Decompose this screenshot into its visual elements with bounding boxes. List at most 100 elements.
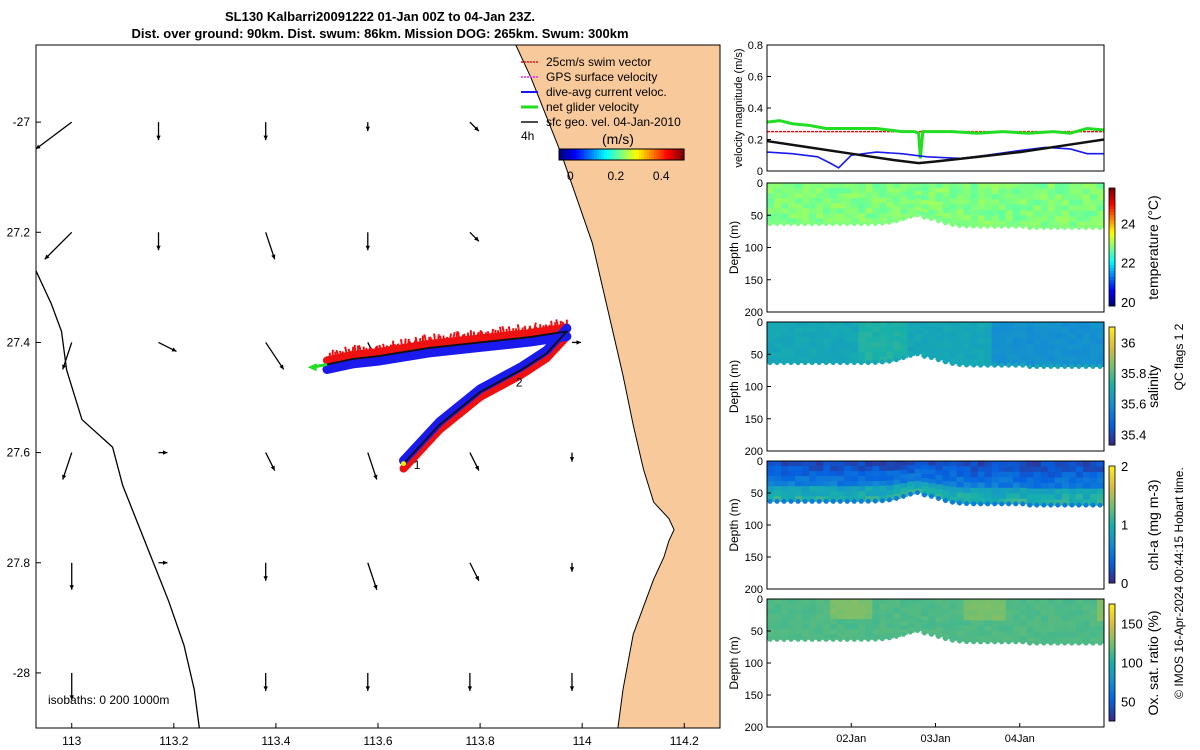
colorbar-segment <box>1109 568 1115 572</box>
swim-vector <box>429 336 433 342</box>
map-x-tick-label: 114.2 <box>670 734 699 748</box>
colorbar-segment <box>1109 371 1115 375</box>
profile-cell <box>1026 216 1035 223</box>
swim-vector <box>473 402 477 406</box>
colorbar-segment <box>1109 642 1115 646</box>
profile-edge-dot <box>893 218 899 224</box>
profile-cell <box>942 608 951 615</box>
profile-cell <box>921 326 929 332</box>
depth-tick-label: 200 <box>745 722 763 734</box>
profile-cell <box>1026 637 1035 644</box>
profile-cell <box>886 351 894 357</box>
profile-cell <box>781 486 789 492</box>
profile-cell <box>914 190 922 196</box>
profile-cell <box>907 611 915 617</box>
profile-cell <box>858 347 866 353</box>
profile-cell <box>1054 221 1063 229</box>
profile-cell <box>781 614 789 620</box>
profile-edge-dot <box>774 498 780 504</box>
profile-cell <box>956 332 965 339</box>
profile-cell <box>1082 221 1091 229</box>
colorbar-segment <box>1109 571 1115 575</box>
colorbar-segment <box>631 149 635 160</box>
profile-cell <box>809 337 817 343</box>
colorbar-segment <box>1109 193 1115 198</box>
colorbar-segment <box>564 149 568 160</box>
colorbar-segment <box>566 149 570 160</box>
map-y-tick-label: -28 <box>13 666 31 680</box>
profile-cell <box>816 619 824 625</box>
profile-cell <box>851 188 859 194</box>
profile-cell <box>914 333 922 339</box>
profile-cell <box>949 619 958 626</box>
colorbar-segment <box>1109 350 1115 355</box>
profile-cell <box>1005 487 1014 494</box>
profile-edge-dot <box>767 636 773 642</box>
profile-cell <box>872 322 880 328</box>
colorbar-segment <box>1109 492 1115 496</box>
profile-cell <box>977 493 986 500</box>
profile-cell <box>928 487 936 493</box>
profile-cell <box>1012 625 1021 632</box>
profile-cell <box>907 191 915 197</box>
profile-cell <box>893 461 901 467</box>
profile-cell <box>949 208 958 215</box>
profile-cell <box>1061 499 1070 506</box>
profile-cell <box>1047 637 1056 644</box>
profile-cell <box>1061 221 1070 229</box>
profile-cell <box>1075 604 1084 611</box>
vector-shaft <box>367 562 378 590</box>
profile-cell <box>928 344 936 350</box>
track-point-label: 2 <box>516 376 523 390</box>
profile-cell <box>879 485 887 492</box>
profile-cell <box>1026 494 1035 501</box>
profile-cell <box>1082 333 1091 340</box>
colorbar-segment <box>1109 261 1115 266</box>
colorbar-segment <box>676 149 680 160</box>
colorbar-segment <box>1109 415 1115 419</box>
profile-cell <box>984 599 993 605</box>
profile-cell <box>788 337 796 343</box>
profile-cell <box>998 615 1007 621</box>
profile-cell <box>893 465 901 471</box>
profile-cell <box>921 208 929 214</box>
profile-cell <box>1075 494 1084 501</box>
profile-cell <box>823 604 831 610</box>
profile-cell <box>1061 615 1070 622</box>
profile-cell <box>844 614 852 620</box>
profile-cell <box>774 486 782 492</box>
profile-cell <box>991 332 1000 339</box>
swim-vector <box>496 386 500 392</box>
profile-cell <box>1012 466 1021 473</box>
colorbar-segment <box>1109 217 1115 221</box>
swim-vector <box>543 357 547 364</box>
profile-cell <box>1033 599 1042 606</box>
profile-cell <box>935 484 944 490</box>
swim-vector <box>449 333 453 340</box>
swim-vector <box>374 346 378 351</box>
profile-cell <box>1082 477 1091 484</box>
profile-cell <box>886 461 894 467</box>
profile-cell <box>802 322 810 328</box>
dive-band-inbound <box>322 331 572 374</box>
colorbar-segment <box>1109 504 1115 508</box>
profile-cell <box>928 469 936 475</box>
profile-cell <box>886 618 894 624</box>
profile-cell <box>795 599 803 605</box>
profile-cell <box>767 198 775 204</box>
profile-cell <box>795 327 803 333</box>
profile-cell <box>795 188 803 194</box>
depth-axis-label: Depth (m) <box>727 221 741 274</box>
colorbar-segment <box>1109 691 1115 696</box>
profile-cell <box>844 183 852 189</box>
profile-cell <box>977 620 986 627</box>
profile-cell <box>816 614 824 620</box>
colorbar-segment <box>591 149 595 160</box>
profile-cell <box>1054 338 1063 345</box>
profile-cell <box>914 337 922 343</box>
map-x-tick-label: 113.4 <box>261 734 290 748</box>
colorbar-tick-label: 100 <box>1121 656 1143 671</box>
profile-cell <box>1033 461 1042 468</box>
profile-cell <box>1019 477 1028 483</box>
profile-cell <box>900 200 908 206</box>
